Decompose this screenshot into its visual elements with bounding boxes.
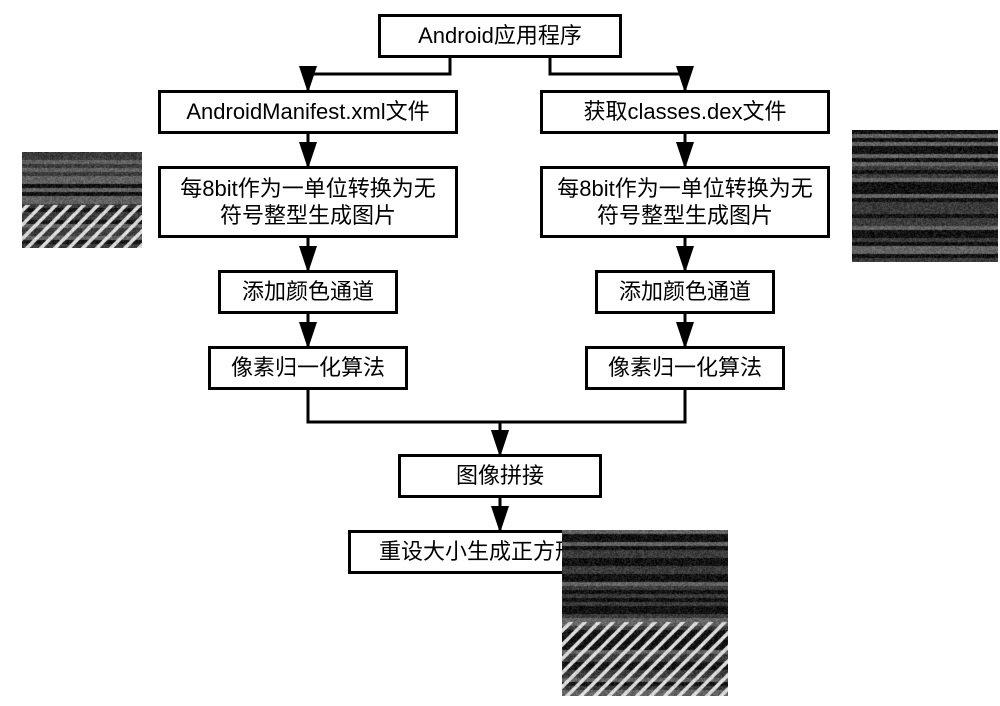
node-label: AndroidManifest.xml文件 xyxy=(186,98,429,126)
node-label: 获取classes.dex文件 xyxy=(584,98,787,126)
texture-left-icon xyxy=(22,152,142,248)
node-label: 每8bit作为一单位转换为无符号整型生成图片 xyxy=(171,175,445,230)
node-label: 像素归一化算法 xyxy=(608,354,762,382)
node-left3: 添加颜色通道 xyxy=(218,270,398,314)
node-right1: 获取classes.dex文件 xyxy=(540,90,830,134)
node-label: 像素归一化算法 xyxy=(231,354,385,382)
node-top: Android应用程序 xyxy=(378,14,622,58)
texture-right-icon xyxy=(852,130,998,262)
node-left4: 像素归一化算法 xyxy=(208,346,408,390)
node-right4: 像素归一化算法 xyxy=(585,346,785,390)
texture-bottom-icon xyxy=(562,530,728,696)
node-left1: AndroidManifest.xml文件 xyxy=(158,90,458,134)
node-label: Android应用程序 xyxy=(418,22,582,50)
node-right2: 每8bit作为一单位转换为无符号整型生成图片 xyxy=(540,166,830,238)
node-label: 图像拼接 xyxy=(456,462,544,490)
arrows-layer xyxy=(0,0,1000,706)
node-label: 添加颜色通道 xyxy=(619,278,751,306)
node-label: 添加颜色通道 xyxy=(242,278,374,306)
node-left2: 每8bit作为一单位转换为无符号整型生成图片 xyxy=(158,166,458,238)
node-label: 每8bit作为一单位转换为无符号整型生成图片 xyxy=(553,175,817,230)
node-right3: 添加颜色通道 xyxy=(595,270,775,314)
node-merge: 图像拼接 xyxy=(398,454,602,498)
